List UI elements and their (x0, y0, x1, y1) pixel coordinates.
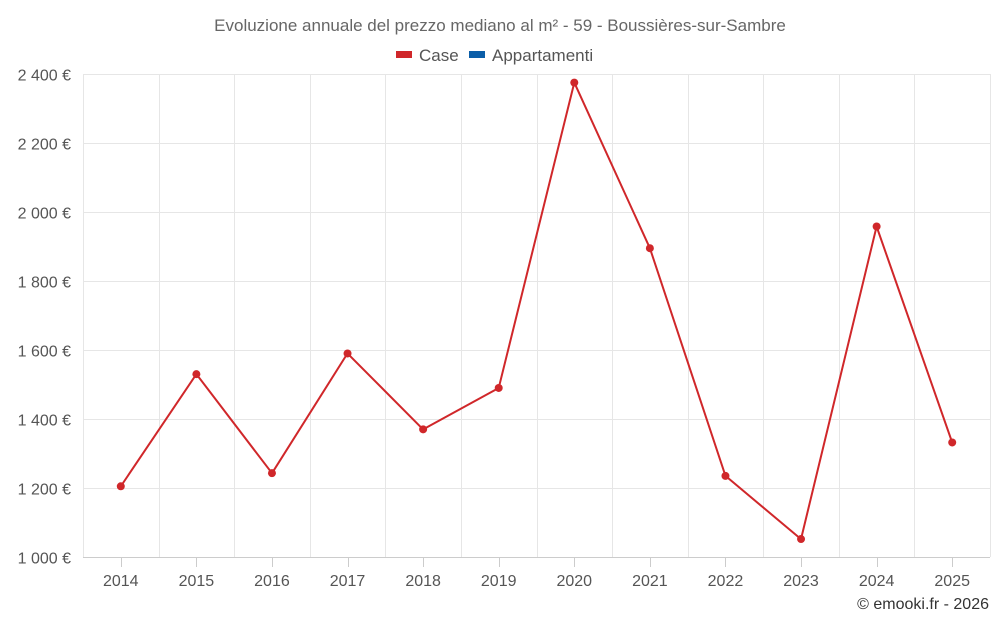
legend: Case Appartamenti (396, 46, 593, 65)
grid (83, 74, 991, 557)
data-point-case[interactable] (419, 425, 428, 434)
x-tick-label: 2022 (708, 573, 744, 590)
axes: 1 000 € 1 200 € 1 400 € 1 600 € 1 800 € 2 000… (18, 68, 990, 590)
data-point-case[interactable] (267, 469, 276, 478)
y-tick-label: 1 000 € (18, 551, 71, 568)
legend-swatch-case (396, 51, 412, 58)
data-point-case[interactable] (645, 244, 654, 253)
series-case (116, 78, 957, 544)
data-point-case[interactable] (343, 349, 352, 358)
legend-item-appartamenti[interactable]: Appartamenti (469, 46, 593, 65)
x-tick-label: 2019 (481, 573, 517, 590)
y-tick-label: 1 800 € (18, 275, 71, 292)
legend-label-case: Case (419, 46, 459, 65)
y-tick-label: 2 200 € (18, 137, 71, 154)
x-tick-label: 2015 (179, 573, 215, 590)
chart-title: Evoluzione annuale del prezzo mediano al… (214, 16, 786, 35)
y-tick-label: 2 000 € (18, 206, 71, 223)
y-tick-label: 1 600 € (18, 344, 71, 361)
data-point-case[interactable] (494, 383, 503, 392)
series-line-case (119, 81, 954, 541)
x-tick-label: 2024 (859, 573, 895, 590)
data-point-case[interactable] (948, 438, 957, 447)
x-tick-label: 2014 (103, 573, 139, 590)
data-point-case[interactable] (570, 78, 579, 87)
x-tick-label: 2020 (556, 573, 592, 590)
legend-swatch-appartamenti (469, 51, 485, 58)
legend-label-appartamenti: Appartamenti (492, 46, 593, 65)
x-tick-label: 2023 (783, 573, 819, 590)
x-tick-label: 2018 (405, 573, 441, 590)
data-point-case[interactable] (192, 370, 201, 379)
data-point-case[interactable] (797, 535, 806, 544)
data-point-case[interactable] (872, 222, 881, 231)
x-tick-label: 2025 (934, 573, 970, 590)
y-tick-label: 1 200 € (18, 482, 71, 499)
y-tick-label: 1 400 € (18, 413, 71, 430)
y-tick-label: 2 400 € (18, 68, 71, 85)
data-point-case[interactable] (116, 482, 125, 491)
data-point-case[interactable] (721, 471, 730, 480)
x-tick-label: 2021 (632, 573, 668, 590)
legend-item-case[interactable]: Case (396, 46, 459, 65)
credits-text[interactable]: © emooki.fr - 2026 (857, 596, 989, 613)
x-tick-label: 2016 (254, 573, 290, 590)
x-tick-label: 2017 (330, 573, 366, 590)
